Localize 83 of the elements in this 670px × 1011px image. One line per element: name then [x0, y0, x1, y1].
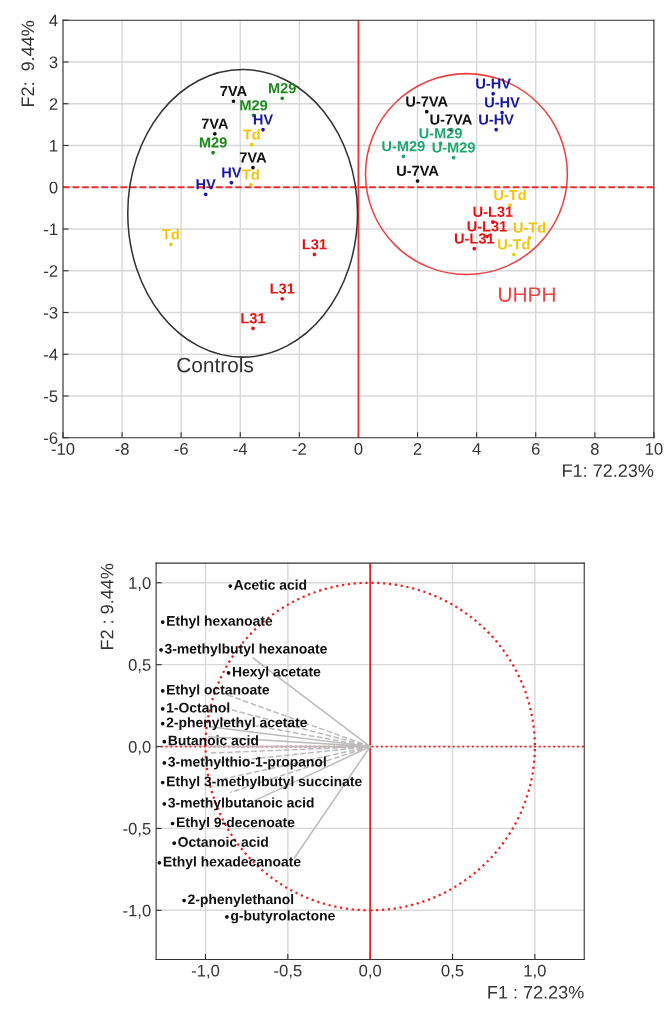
x-tick-label: -2 [292, 443, 306, 455]
y-tick-label: -0,5 [123, 822, 151, 837]
y-axis-title: F2 : 9.44% [100, 563, 114, 649]
series-label: M29 [199, 137, 227, 148]
y-tick-label: 1 [50, 140, 58, 152]
text: L31 [270, 283, 295, 294]
series-label: 3-methylbutyl hexanoate [164, 643, 327, 657]
x-tick-label: -1,0 [191, 964, 220, 979]
x-tick-label: 0,0 [359, 964, 382, 979]
y-tick-label: -3 [44, 306, 58, 319]
x-tick-label: -8 [115, 443, 129, 455]
series-label: Ethyl hexadecanoate [163, 856, 301, 870]
text: Td [243, 128, 260, 140]
series-label: 7VA [201, 118, 229, 129]
y-tick-label: -6 [44, 432, 58, 444]
series-label: Octanoic acid [178, 836, 268, 847]
text: U-HV [485, 97, 520, 108]
series-label: U-Td [498, 238, 530, 250]
x-tick-label: 0,5 [441, 964, 464, 979]
series-label: Td [242, 169, 259, 180]
y-tick-label: -4 [44, 348, 58, 361]
series-label: Acetic acid [234, 579, 307, 590]
series-label: U-L31 [467, 221, 507, 232]
x-axis-title: F1: 72.23% [563, 464, 654, 477]
series-label: U-HV [479, 114, 514, 125]
x-tick-label: 4 [472, 443, 481, 455]
text: U-L31 [454, 233, 495, 244]
text: U-Td [494, 189, 526, 201]
y-tick-label: 0,5 [128, 659, 151, 673]
series-label: Ethyl hexanoate [167, 615, 273, 629]
x-axis-title: F1 : 72.23% [488, 985, 584, 999]
y-tick-label: 1,0 [129, 577, 151, 591]
x-tick-label: -6 [174, 443, 188, 455]
x-tick-label: -10 [51, 443, 75, 455]
text: U-M29 [382, 141, 425, 152]
y-tick-label: 0 [49, 181, 58, 194]
series-label: g-butyrolactone [230, 910, 335, 924]
text: U-L31 [473, 206, 513, 217]
y-tick-label: 2 [49, 98, 58, 110]
y-tick-label: -2 [44, 265, 58, 277]
y-tick-label: -1,0 [123, 904, 151, 919]
text: U-M29 [419, 128, 462, 139]
annotation: Controls [177, 357, 254, 373]
series-label: Ethyl octanoate [167, 684, 270, 698]
x-tick-label: 2 [413, 443, 422, 455]
text: M29 [240, 100, 268, 111]
y-tick-label: -1 [44, 223, 58, 236]
x-tick-label: 6 [531, 443, 540, 455]
x-tick-label: -4 [233, 443, 248, 455]
series-label: 2-phenylethanol [188, 894, 294, 907]
text: 7VA [220, 86, 247, 97]
series-label: Ethyl 9-decenoate [176, 817, 295, 830]
series-label: Butanoic acid [168, 735, 258, 746]
y-tick-label: 3 [49, 56, 58, 69]
series-label: Ethyl 3-methylbutyl succinate [167, 776, 362, 790]
series-label: 3-methylbutanoic acid [168, 797, 314, 811]
x-tick-label: 1,0 [524, 964, 546, 979]
series-label: HV [253, 114, 274, 125]
series-label: Hexyl acetate [232, 666, 321, 680]
text: U-7VA [406, 96, 448, 107]
y-axis-title: F2: 9.44% [21, 20, 35, 107]
text: M29 [269, 83, 296, 94]
y-tick-label: 4 [49, 14, 58, 27]
text: L31 [241, 313, 266, 324]
series-label: L31 [302, 239, 327, 250]
x-tick-label: 0 [354, 443, 363, 455]
text: Td [162, 228, 179, 240]
series-label: 1-Octanol [167, 702, 230, 713]
series-label: U-7VA [430, 114, 472, 125]
text: U-Td [513, 222, 546, 233]
text: 7VA [239, 152, 267, 163]
text: U-HV [476, 78, 511, 89]
text: U-7VA [397, 165, 439, 177]
x-tick-label: 10 [645, 443, 663, 455]
y-tick-label: -5 [44, 390, 58, 403]
y-tick-label: 0,0 [128, 740, 151, 755]
series-label: 2-phenylethyl acetate [166, 717, 307, 731]
x-tick-label: 8 [590, 443, 599, 455]
text: HV [222, 167, 242, 178]
x-tick-label: -0,5 [274, 964, 302, 979]
series-label: 3-methylthio-1-propanol [168, 756, 326, 770]
annotation: UHPH [499, 287, 555, 302]
series-label: U-M29 [432, 142, 475, 153]
